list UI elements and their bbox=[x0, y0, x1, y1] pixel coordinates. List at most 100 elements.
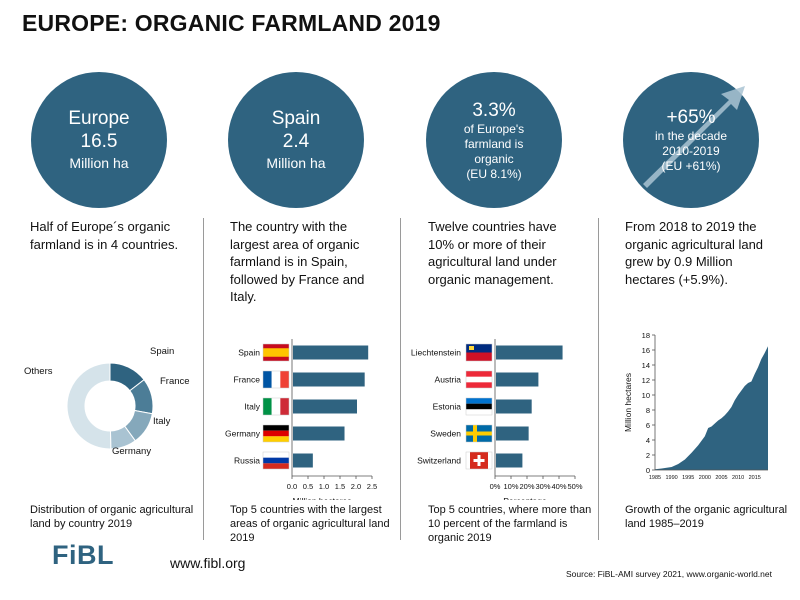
x-tick-label: 0.0 bbox=[287, 482, 297, 491]
y-tick-label: 16 bbox=[642, 346, 650, 355]
x-tick-label: 2005 bbox=[715, 475, 727, 481]
flag-germany-icon bbox=[262, 424, 290, 443]
donut-label: Italy bbox=[153, 416, 171, 427]
top5-share-bar-chart: Liechtenstein Austria Estonia Sweden Switzer… bbox=[411, 339, 583, 500]
y-tick-label: 18 bbox=[642, 331, 650, 340]
growth-arrow-icon bbox=[643, 86, 745, 188]
bar-category-label: France bbox=[234, 375, 261, 385]
flag-estonia-icon bbox=[465, 397, 493, 416]
bar-category-label: Italy bbox=[244, 402, 260, 412]
bar-category-label: Austria bbox=[435, 375, 462, 385]
bar bbox=[496, 426, 529, 441]
flag-france-icon bbox=[262, 370, 290, 389]
bar-category-label: Estonia bbox=[433, 402, 462, 412]
footnote-col3: Top 5 countries, where more than 10 perc… bbox=[428, 504, 592, 544]
europe-circle-value: 16.5 bbox=[80, 131, 118, 152]
bar-category-label: Russia bbox=[234, 456, 260, 466]
europe-circle: Europe 16.5 Million ha bbox=[31, 72, 167, 208]
y-tick-label: 0 bbox=[646, 466, 650, 475]
europe-circle-unit: Million ha bbox=[69, 155, 129, 171]
x-tick-label: 20% bbox=[519, 482, 534, 491]
growth-circle-value: +65% bbox=[666, 107, 716, 128]
bar bbox=[496, 345, 563, 360]
description-col2: The country with the largest area of org… bbox=[230, 219, 365, 304]
europe-circle-label: Europe bbox=[68, 108, 130, 129]
growth-circle-line2: in the decade bbox=[654, 129, 728, 143]
column-divider bbox=[203, 218, 204, 540]
x-tick-label: 1.0 bbox=[319, 482, 329, 491]
flag-sweden-icon bbox=[465, 424, 493, 443]
description-col1: Half of Europe´s organic farmland is in … bbox=[30, 219, 179, 252]
spain-circle-label: Spain bbox=[271, 108, 321, 129]
y-axis-label: Million hectares bbox=[623, 373, 633, 432]
bar-category-label: Sweden bbox=[430, 429, 461, 439]
x-tick-label: 1985 bbox=[649, 475, 661, 481]
website-link[interactable]: www.fibl.org bbox=[170, 555, 246, 571]
share-circle: 3.3% of Europe's farmland is organic (EU… bbox=[426, 72, 562, 208]
x-tick-label: 0% bbox=[490, 482, 501, 491]
x-tick-label: 40% bbox=[551, 482, 566, 491]
share-circle-line3: farmland is bbox=[464, 136, 524, 151]
donut-label: France bbox=[160, 376, 190, 387]
y-tick-label: 14 bbox=[642, 361, 650, 370]
y-tick-label: 2 bbox=[646, 451, 650, 460]
growth-area bbox=[655, 346, 768, 470]
donut-label: Others bbox=[24, 366, 53, 377]
y-tick-label: 4 bbox=[646, 436, 650, 445]
share-circle-value: 3.3% bbox=[472, 99, 516, 121]
flag-spain-icon bbox=[262, 343, 290, 362]
donut-label: Spain bbox=[150, 346, 174, 357]
column-divider bbox=[598, 218, 599, 540]
column-divider bbox=[400, 218, 401, 540]
growth-area-chart: 0 2 4 6 8 10 12 14 16 18 1985 1990 1995 2000 2005 2010 2… bbox=[623, 331, 768, 481]
x-tick-label: 0.5 bbox=[303, 482, 313, 491]
description-col4: From 2018 to 2019 the organic agricultur… bbox=[625, 219, 764, 287]
bar-category-label: Switzerland bbox=[417, 456, 461, 466]
donut-slice bbox=[66, 362, 112, 450]
y-tick-label: 12 bbox=[642, 376, 650, 385]
x-tick-label: 2015 bbox=[749, 475, 761, 481]
bar bbox=[496, 453, 523, 468]
flag-liechtenstein-icon bbox=[465, 343, 493, 362]
fibl-logo: FiBL bbox=[52, 540, 114, 570]
footnote-col1: Distribution of organic agricultural lan… bbox=[30, 504, 194, 530]
x-tick-label: 2.5 bbox=[367, 482, 377, 491]
bar bbox=[496, 399, 532, 414]
top5-area-bar-chart: Spain France Italy Germany Russia 0.0 0.5 1.0 1.… bbox=[225, 339, 377, 500]
x-tick-label: 50% bbox=[567, 482, 582, 491]
x-tick-label: 1995 bbox=[682, 475, 694, 481]
donut-label: Germany bbox=[112, 446, 151, 457]
bar bbox=[293, 453, 313, 468]
distribution-donut-chart: Spain France Italy Germany Others bbox=[24, 346, 190, 457]
x-tick-label: 1990 bbox=[665, 475, 677, 481]
bar bbox=[293, 426, 345, 441]
bar bbox=[293, 399, 357, 414]
footnote-col2: Top 5 countries with the largest areas o… bbox=[230, 504, 390, 544]
share-circle-line5: (EU 8.1%) bbox=[466, 166, 522, 181]
share-circle-line2: of Europe's bbox=[463, 121, 525, 136]
spain-circle-unit: Million ha bbox=[266, 155, 326, 171]
flag-russia-icon bbox=[262, 451, 290, 470]
bar bbox=[293, 372, 365, 387]
source-note: Source: FiBL-AMI survey 2021, www.organi… bbox=[566, 569, 772, 579]
y-tick-label: 8 bbox=[646, 406, 650, 415]
growth-circle-line4: (EU +61%) bbox=[661, 159, 721, 173]
spain-circle: Spain 2.4 Million ha bbox=[228, 72, 364, 208]
growth-circle-line3: 2010-2019 bbox=[662, 144, 720, 158]
bar-category-label: Spain bbox=[238, 348, 260, 358]
y-tick-label: 6 bbox=[646, 421, 650, 430]
flag-switzerland-icon bbox=[465, 451, 493, 470]
y-tick-label: 10 bbox=[642, 391, 650, 400]
bar-category-label: Germany bbox=[225, 429, 261, 439]
flag-austria-icon bbox=[465, 370, 493, 389]
x-tick-label: 30% bbox=[535, 482, 550, 491]
x-tick-label: 1.5 bbox=[335, 482, 345, 491]
bar-category-label: Liechtenstein bbox=[411, 348, 461, 358]
x-tick-label: 10% bbox=[503, 482, 518, 491]
description-col3: Twelve countries have 10% or more of the… bbox=[428, 219, 557, 287]
footnote-col4: Growth of the organic agricultural land … bbox=[625, 504, 788, 530]
x-axis-label: Percentage bbox=[503, 496, 547, 500]
spain-circle-value: 2.4 bbox=[282, 131, 310, 152]
x-tick-label: 2010 bbox=[732, 475, 744, 481]
x-tick-label: 2.0 bbox=[351, 482, 361, 491]
